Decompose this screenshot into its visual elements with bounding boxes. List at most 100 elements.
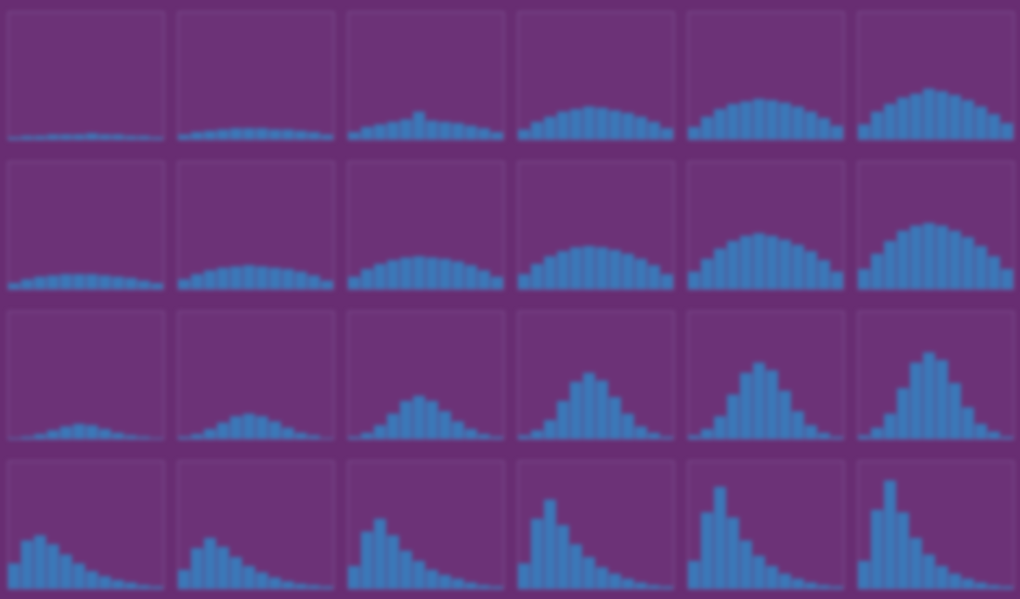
hist-bar xyxy=(204,270,216,289)
hist-bar xyxy=(635,117,647,140)
hist-bar xyxy=(583,107,595,140)
hist-bar xyxy=(818,433,830,439)
hist-bar xyxy=(191,548,203,589)
plot-frame xyxy=(348,12,504,140)
hist-bar xyxy=(47,430,59,439)
bars xyxy=(688,233,843,289)
panel xyxy=(858,12,1014,140)
hist-bar xyxy=(596,380,608,439)
hist-bar xyxy=(975,107,987,140)
bars xyxy=(858,223,1013,289)
hist-bar xyxy=(387,535,399,589)
hist-bar xyxy=(805,112,817,140)
hist-bar xyxy=(648,265,660,289)
hist-bar xyxy=(518,435,530,439)
hist-bar xyxy=(452,579,464,589)
hist-bar xyxy=(570,382,582,439)
panel xyxy=(348,162,504,290)
hist-bar xyxy=(661,437,673,440)
hist-bar xyxy=(897,231,909,290)
hist-bar xyxy=(361,127,373,140)
hist-bar xyxy=(818,585,830,589)
panel xyxy=(518,461,674,589)
hist-bar xyxy=(531,264,543,290)
hist-bar xyxy=(557,401,569,439)
hist-bar xyxy=(138,281,150,290)
plot-frame xyxy=(518,312,674,440)
hist-bar xyxy=(805,251,817,289)
hist-bar xyxy=(256,267,268,290)
bars xyxy=(8,424,163,439)
hist-bar xyxy=(988,256,1000,289)
bars xyxy=(8,133,163,139)
hist-bar xyxy=(557,112,569,140)
hist-bar xyxy=(975,583,987,589)
hist-bar xyxy=(544,500,556,589)
hist-bar xyxy=(321,281,333,290)
hist-bar xyxy=(531,430,543,439)
panel xyxy=(8,162,164,290)
hist-bar xyxy=(191,434,203,439)
hist-bar xyxy=(962,237,974,289)
hist-bar xyxy=(282,269,294,289)
hist-bar xyxy=(766,236,778,290)
hist-bar xyxy=(86,274,98,289)
hist-bar xyxy=(818,260,830,289)
hist-bar xyxy=(779,103,791,140)
bars xyxy=(348,256,503,289)
hist-bar xyxy=(112,433,124,439)
hist-bar xyxy=(295,584,307,589)
hist-bar xyxy=(753,556,765,589)
hist-bar xyxy=(8,438,20,439)
hist-bar xyxy=(1001,437,1013,440)
plot-frame xyxy=(8,461,164,589)
hist-bar xyxy=(805,583,817,589)
panel xyxy=(688,312,844,440)
hist-bar xyxy=(583,246,595,289)
hist-bar xyxy=(34,535,46,589)
hist-bar xyxy=(47,544,59,589)
hist-bar xyxy=(792,245,804,290)
hist-bar xyxy=(60,274,72,289)
hist-bar xyxy=(282,581,294,589)
hist-bar xyxy=(269,268,281,290)
hist-bar xyxy=(99,429,111,439)
hist-bar xyxy=(871,428,883,439)
bars xyxy=(688,487,843,589)
hist-bar xyxy=(361,269,373,289)
hist-bar xyxy=(86,425,98,439)
hist-bar xyxy=(766,566,778,589)
hist-bar xyxy=(400,551,412,589)
hist-bar xyxy=(792,579,804,589)
bars xyxy=(178,265,333,289)
hist-bar xyxy=(491,437,503,440)
hist-bar xyxy=(34,136,46,140)
hist-bar xyxy=(348,566,360,589)
hist-bar xyxy=(243,414,255,440)
hist-bar xyxy=(191,274,203,289)
hist-bar xyxy=(858,124,870,139)
hist-bar xyxy=(609,110,621,139)
hist-bar xyxy=(361,433,373,439)
hist-bar xyxy=(243,566,255,589)
hist-bar xyxy=(688,561,700,589)
hist-bar xyxy=(178,135,190,140)
plot-frame xyxy=(518,461,674,589)
hist-bar xyxy=(230,128,242,139)
hist-bar xyxy=(544,256,556,289)
hist-bar xyxy=(831,586,843,589)
hist-bar xyxy=(413,256,425,289)
hist-bar xyxy=(583,557,595,589)
hist-bar xyxy=(923,555,935,589)
hist-bar xyxy=(962,407,974,439)
hist-bar xyxy=(975,424,987,439)
hist-bar xyxy=(897,388,909,439)
plot-frame xyxy=(348,461,504,589)
hist-bar xyxy=(321,135,333,140)
hist-bar xyxy=(622,113,634,140)
plot-frame xyxy=(348,312,504,440)
hist-bar xyxy=(99,576,111,589)
hist-bar xyxy=(465,583,477,589)
hist-bar xyxy=(112,135,124,140)
hist-bar xyxy=(531,519,543,589)
